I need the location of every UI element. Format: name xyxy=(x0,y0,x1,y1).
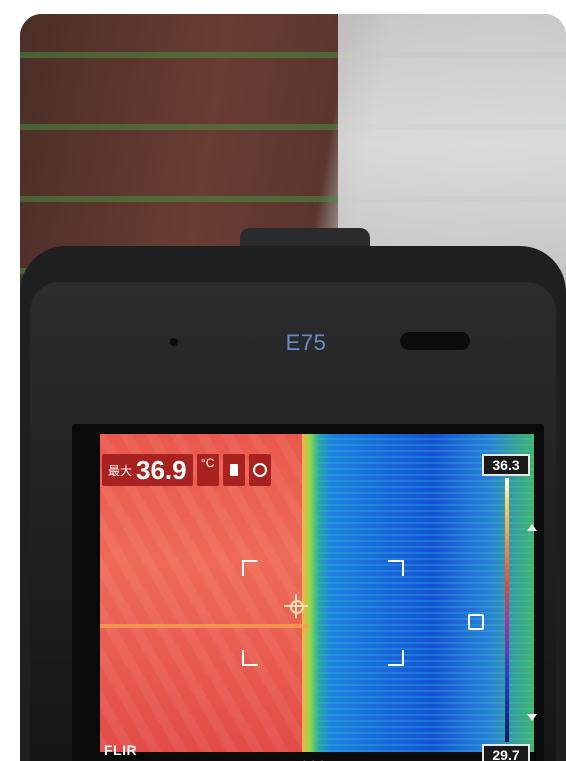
seam-line xyxy=(100,624,310,628)
arrow-up-icon[interactable] xyxy=(527,524,537,531)
thermal-camera: E75 最大 36.9 °C xyxy=(20,246,566,761)
brand-logo: FLIR xyxy=(104,742,138,758)
max-value: 36.9 xyxy=(136,454,187,485)
thermal-screen[interactable]: 最大 36.9 °C 36.3 29.7 xyxy=(72,424,544,761)
color-scale-bar xyxy=(505,478,509,742)
measure-box-corner-tr xyxy=(388,560,404,576)
unit-label: °C xyxy=(196,454,219,486)
arrow-down-icon[interactable] xyxy=(527,714,537,721)
gps-icon xyxy=(252,463,267,477)
max-label: 最大 xyxy=(108,463,133,478)
hot-region xyxy=(100,434,310,752)
transition-edge xyxy=(302,434,318,752)
model-label: E75 xyxy=(285,330,327,355)
battery-status xyxy=(222,454,245,486)
camera-bezel: E75 最大 36.9 °C xyxy=(30,282,556,761)
measure-box-corner-bl xyxy=(242,650,258,666)
crosshair-ring xyxy=(290,600,304,614)
scale-low[interactable]: 29.7 xyxy=(482,744,530,761)
crosshair-icon xyxy=(284,594,308,618)
measure-box-corner-tl xyxy=(242,560,258,576)
lock-icon[interactable] xyxy=(468,614,484,630)
battery-icon xyxy=(229,464,238,476)
scale-high[interactable]: 36.3 xyxy=(482,454,530,476)
photo-frame: E75 最大 36.9 °C xyxy=(20,14,566,761)
cold-region xyxy=(308,434,534,752)
page-indicator[interactable]: • • • xyxy=(302,754,324,761)
max-box: 最大 36.9 xyxy=(102,454,193,486)
sensor-dot xyxy=(170,338,178,346)
measure-box-corner-br xyxy=(388,650,404,666)
speaker-slot xyxy=(400,332,470,350)
gps-status xyxy=(248,454,271,486)
max-temperature-readout: 最大 36.9 °C xyxy=(102,454,271,486)
